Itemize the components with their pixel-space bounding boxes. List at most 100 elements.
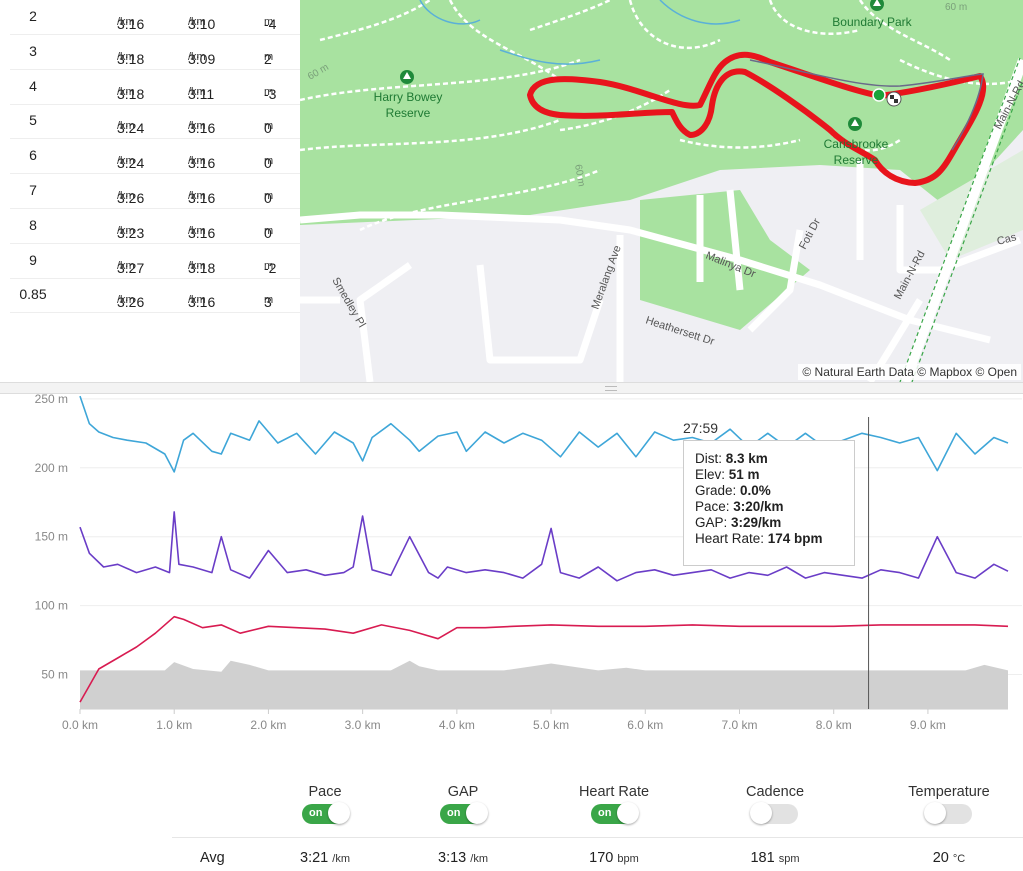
legend-label: Cadence: [745, 784, 805, 800]
avg-value: 3:13 /km: [438, 850, 488, 866]
park-label: Carisbrooke: [824, 137, 889, 151]
series-area-elevation: [80, 660, 1008, 709]
legend-item-temperature: Temperature: [879, 784, 1019, 828]
split-number: 8: [29, 216, 37, 233]
split-row[interactable]: 8 3:23 /km 3:16 /km 0 m: [10, 209, 300, 244]
tooltip-row: Heart Rate: 174 bpm: [695, 531, 823, 546]
y-tick-label: 250 m: [35, 392, 68, 406]
legend-item-gap: GAP on: [393, 784, 533, 828]
route-map[interactable]: Boundary Park Harry Bowey Reserve Carisb…: [300, 0, 1023, 382]
park-label: Reserve: [386, 106, 431, 120]
series-toggle[interactable]: [750, 802, 798, 824]
park-label: Harry Bowey: [374, 90, 443, 104]
railway-line: [899, 57, 1023, 382]
tree-icon: [400, 70, 414, 84]
tooltip-row: GAP: 3:29/km: [695, 515, 782, 530]
y-tick-label: 50 m: [41, 668, 68, 682]
split-row[interactable]: 2 3:16 /km 3:10 /km -4 m: [10, 0, 300, 35]
split-row[interactable]: 5 3:24 /km 3:16 /km 0 m: [10, 104, 300, 140]
avg-value: 3:21 /km: [300, 850, 350, 866]
split-row[interactable]: 9 3:27 /km 3:18 /km -2 m: [10, 244, 300, 279]
activity-chart[interactable]: 250 m 200 m 150 m 100 m 50 m 0.0 km 1.0 km 2.0 …: [0, 392, 1023, 752]
park-label: Reserve: [834, 153, 879, 167]
x-tick-label: 6.0 km: [627, 718, 663, 732]
route-start-marker[interactable]: [872, 88, 886, 102]
tooltip-time: 27:59: [683, 420, 719, 436]
avg-divider: [172, 837, 1023, 838]
map-attribution[interactable]: © Natural Earth Data © Mapbox © Open: [798, 364, 1021, 380]
split-number: 7: [29, 182, 37, 198]
legend-label: GAP: [447, 784, 479, 800]
x-tick-label: 8.0 km: [816, 718, 852, 732]
tree-icon: [870, 0, 884, 11]
toggle-text: on: [598, 807, 612, 819]
y-tick-label: 150 m: [35, 530, 68, 544]
contour-label: 60 m: [572, 164, 587, 188]
series-line-gap: [79, 511, 1009, 582]
map-streets: [300, 160, 1022, 382]
toggle-knob[interactable]: [924, 802, 946, 824]
park-area-south: [640, 190, 810, 330]
x-tick-label: 0.0 km: [62, 718, 98, 732]
toggle-knob[interactable]: [750, 802, 772, 824]
split-number: 0.85: [19, 286, 47, 303]
chart-tooltip: Dist: 8.3 km Elev: 51 m Grade: 0.0% Pace: 3…: [683, 440, 855, 566]
series-line-heart-rate: [79, 615, 1009, 703]
route-line: [527, 51, 987, 186]
chart-canvas[interactable]: 250 m 200 m 150 m 100 m 50 m 0.0 km 1.0 km 2.0 …: [0, 392, 1023, 752]
x-tick-label: 9.0 km: [910, 718, 946, 732]
toggle-text: on: [309, 807, 323, 819]
tooltip-row: Grade: 0.0%: [695, 483, 771, 498]
split-row[interactable]: 7 3:26 /km 3:16 /km 0 m: [10, 174, 300, 209]
y-tick-label: 200 m: [35, 461, 68, 475]
contour-label: 60 m: [945, 2, 967, 13]
drag-handle-icon[interactable]: [605, 386, 617, 391]
legend-item-pace: Pace on: [255, 784, 395, 828]
legend-label: Temperature: [908, 784, 990, 800]
toggle-text: on: [447, 807, 461, 819]
toggle-knob[interactable]: [328, 802, 350, 824]
x-tick-label: 2.0 km: [250, 718, 286, 732]
park-label: Boundary Park: [832, 15, 912, 29]
toggle-knob[interactable]: [617, 802, 639, 824]
x-tick-label: 7.0 km: [721, 718, 757, 732]
series-toggle[interactable]: on: [302, 802, 350, 824]
split-row[interactable]: 0.85 3:26 /km 3:16 /km 3 m: [10, 278, 300, 314]
route-overlap-line: [749, 59, 984, 151]
split-number: 4: [29, 77, 37, 94]
tree-icon: [848, 117, 862, 131]
map-creeks: [419, 0, 741, 65]
legend-label: Heart Rate: [578, 784, 650, 800]
map-canvas[interactable]: Boundary Park Harry Bowey Reserve Carisb…: [300, 0, 1023, 382]
avg-value: 20 °C: [932, 850, 966, 866]
street-label: Cas: [996, 231, 1018, 248]
split-number: 9: [29, 251, 37, 268]
series-toggle[interactable]: on: [440, 802, 488, 824]
route-finish-marker[interactable]: [886, 91, 902, 107]
legend-item-cadence: Cadence: [705, 784, 845, 828]
split-number: 6: [29, 147, 37, 164]
main-road: [900, 58, 1023, 382]
splits-table: 2 3:16 /km 3:10 /km -4 m 3 3:18 /km 3:09 /km 2 …: [0, 0, 300, 382]
x-tick-label: 1.0 km: [156, 718, 192, 732]
split-row[interactable]: 3 3:18 /km 3:09 /km 2 m: [10, 35, 300, 70]
split-row[interactable]: 4 3:18 /km 3:11 /km -3 m: [10, 70, 300, 105]
series-toggle[interactable]: on: [591, 802, 639, 824]
tooltip-rows: Dist: 8.3 km Elev: 51 m Grade: 0.0% Pace: 3…: [695, 451, 854, 547]
series-legend: Pace on GAP on Heart Rate on Cadence Temperatur…: [0, 760, 1023, 871]
avg-value: 170 bpm: [589, 850, 639, 866]
tooltip-row: Dist: 8.3 km: [695, 451, 768, 466]
avg-label: Avg: [200, 850, 225, 866]
x-tick-label: 5.0 km: [533, 718, 569, 732]
split-row[interactable]: 6 3:24 /km 3:16 /km 0 m: [10, 139, 300, 175]
series-toggle[interactable]: [924, 802, 972, 824]
panel-resize-divider[interactable]: [0, 382, 1023, 394]
x-tick-label: 3.0 km: [345, 718, 381, 732]
tooltip-row: Pace: 3:20/km: [695, 499, 784, 514]
y-tick-label: 100 m: [35, 599, 68, 613]
legend-label: Pace: [308, 784, 342, 800]
legend-item-heart-rate: Heart Rate on: [544, 784, 684, 828]
toggle-knob[interactable]: [466, 802, 488, 824]
split-number: 2: [29, 8, 37, 24]
x-tick-label: 4.0 km: [439, 718, 475, 732]
